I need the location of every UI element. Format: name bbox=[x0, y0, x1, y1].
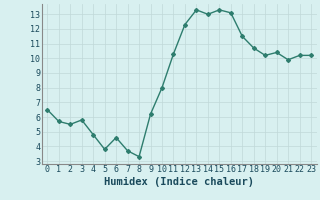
X-axis label: Humidex (Indice chaleur): Humidex (Indice chaleur) bbox=[104, 177, 254, 187]
